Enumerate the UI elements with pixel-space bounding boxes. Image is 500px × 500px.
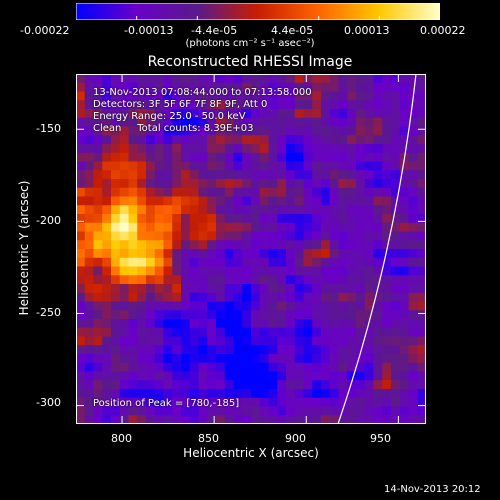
x-tick-label: 950 [370,432,391,445]
colorbar-tick-label: 0.00013 [344,24,390,37]
x-tick-label: 800 [111,432,132,445]
colorbar-tick-label: -4.4e-05 [191,24,238,37]
y-tick-label: -200 [36,214,61,227]
heatmap-plot [76,74,426,424]
colorbar-tick-label: -0.00022 [20,24,70,37]
colorbar [76,3,440,20]
colorbar-tick-label: 0.00022 [420,24,466,37]
y-tick-label: -150 [36,122,61,135]
colorbar-unit-label: (photons cm⁻² s⁻¹ asec⁻²) [185,38,315,49]
solar-limb-curve [337,74,417,424]
peak-position: Position of Peak = [780,-185] [93,398,240,409]
x-axis-label: Heliocentric X (arcsec) [183,446,319,460]
y-tick-label: -300 [36,396,61,409]
chart-title: Reconstructed RHESSI Image [147,54,353,70]
observation-info: 13-Nov-2013 07:08:44.000 to 07:13:58.000… [93,87,312,135]
x-tick-label: 900 [285,432,306,445]
energy-range: Energy Range: 25.0 - 50.0 keV [93,111,246,122]
time-range: 13-Nov-2013 07:08:44.000 to 07:13:58.000 [93,87,312,98]
detectors-info: Detectors: 3F 5F 6F 7F 8F 9F, Att 0 [93,99,268,110]
colorbar-tick-labels: -0.00022 -0.00013 -4.4e-05 4.4e-05 0.000… [0,24,500,38]
colorbar-tick-label: 4.4e-05 [271,24,314,37]
y-axis-label: Heliocentric Y (arcsec) [17,180,31,316]
colorbar-tick-label: -0.00013 [124,24,174,37]
y-tick-label: -250 [36,306,61,319]
footer-timestamp: 14-Nov-2013 20:12 [384,484,481,495]
clean-counts: Clean Total counts: 8.39E+03 [93,123,254,134]
x-tick-label: 850 [198,432,219,445]
